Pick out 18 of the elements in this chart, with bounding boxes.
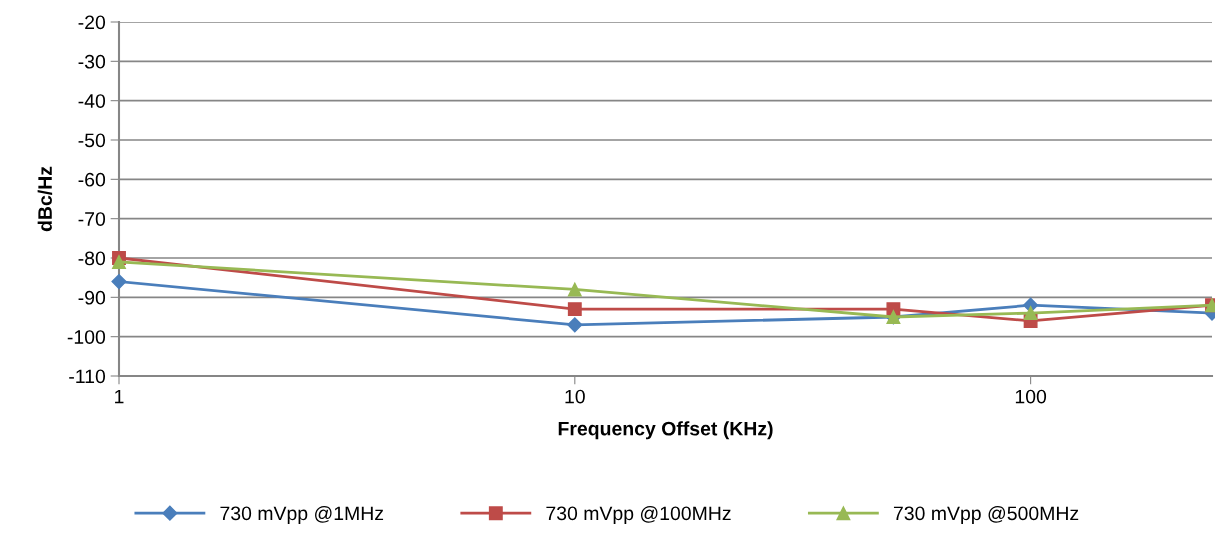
x-tick-label: 1 — [115, 389, 124, 404]
y-tick-label: -50 — [78, 133, 106, 148]
y-tick-label: -100 — [67, 330, 106, 344]
y-tick-label: -70 — [78, 212, 106, 226]
legend-label: 730 mVpp @100MHz — [546, 505, 731, 525]
y-tick-label: -80 — [78, 251, 106, 266]
y-tick-label: -90 — [78, 290, 106, 305]
legend-label: 730 mVpp @500MHz — [893, 505, 1079, 525]
y-tick-label: -60 — [78, 172, 106, 187]
x-tick-label: 100 — [1015, 389, 1047, 404]
legend-label: 730 mVpp @1MHz — [220, 505, 384, 525]
y-tick-label: -20 — [78, 15, 106, 30]
y-tick-label: -30 — [78, 54, 106, 69]
y-tick-label: -40 — [78, 94, 106, 108]
y-axis-title: dBc/Hz — [37, 166, 53, 232]
x-axis-title: Frequency Offset (KHz) — [558, 421, 773, 440]
y-tick-label: -110 — [69, 369, 106, 384]
x-tick-label: 10 — [565, 389, 585, 404]
